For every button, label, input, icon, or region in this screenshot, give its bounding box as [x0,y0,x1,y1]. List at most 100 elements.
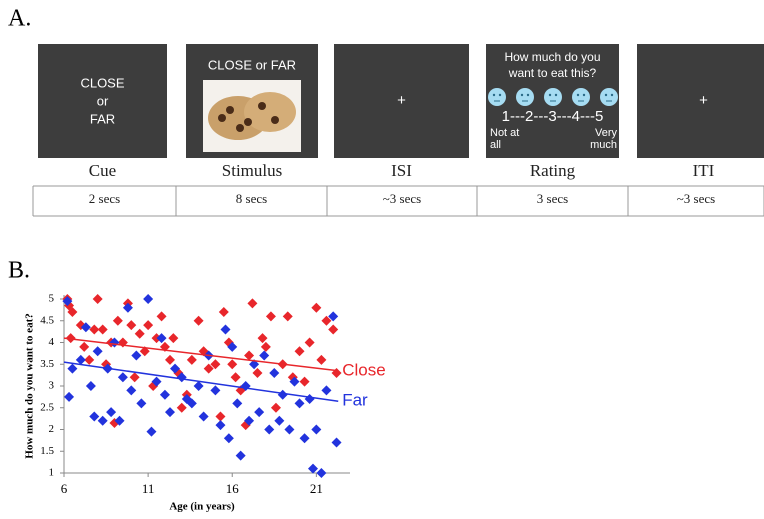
data-point [176,402,187,413]
screen-text: FAR [90,111,115,126]
data-point [235,450,246,461]
chocolate-chip [226,106,234,114]
data-point [232,398,243,409]
data-point [85,381,96,391]
data-point [198,411,209,422]
y-tick-label: 1 [49,467,55,479]
data-point [134,328,145,339]
y-tick-label: 2.5 [40,401,54,413]
smiley-eye [548,93,552,97]
screen-text: want to eat this? [508,66,597,80]
data-point [316,468,327,478]
data-point [126,320,137,331]
smiley [488,88,506,106]
data-point [218,307,229,318]
data-point [277,389,288,400]
data-point [168,333,179,344]
data-point [75,354,86,365]
x-tick-label: 21 [310,481,323,496]
data-point [186,398,197,409]
data-point [159,389,170,400]
data-point [97,324,108,335]
y-tick-label: 1.5 [40,445,54,457]
rating-anchor: Not at [490,127,519,139]
data-point [92,346,103,357]
data-point [328,311,339,322]
y-axis-label: How much do you want to eat? [24,313,36,458]
data-point [294,398,305,409]
panel-label: A. [8,6,31,32]
y-tick-label: 4.5 [40,314,54,326]
smiley-eye [498,93,502,97]
data-point [203,363,214,374]
x-tick-label: 6 [61,481,68,496]
data-point [156,333,167,344]
data-point [257,333,268,344]
screen [334,44,469,158]
step-name: ITI [693,161,715,180]
data-point [331,437,342,448]
smiley [572,88,590,106]
data-point [299,376,310,387]
smiley-eye [492,93,496,97]
data-point [151,333,162,344]
data-point [249,359,260,370]
smiley-eye [526,93,530,97]
data-point [136,398,147,409]
data-point [129,372,140,383]
step-name: ISI [391,161,412,180]
series-label: Close [342,360,385,379]
screen-text: + [397,92,406,109]
step-duration: ~3 secs [383,191,421,206]
data-point [64,391,75,402]
panel-label: B. [8,258,30,284]
data-point [223,433,234,444]
chocolate-chip [236,124,244,132]
smiley [516,88,534,106]
chocolate-chip [271,116,279,124]
data-point [260,341,271,352]
trend-line [63,337,339,372]
data-point [84,354,95,365]
data-point [321,315,332,326]
y-tick-label: 3 [49,380,55,392]
step-duration: 3 secs [537,191,568,206]
data-point [62,296,73,307]
rating-anchor: all [490,139,501,151]
data-point [143,320,154,331]
data-point [89,411,100,422]
data-point [307,463,318,474]
chocolate-chip [258,102,266,110]
data-point [112,315,123,326]
data-point [122,302,133,313]
screen-text: + [699,92,708,109]
data-point [193,381,204,391]
step-duration: 2 secs [89,191,120,206]
data-point [270,402,281,413]
screen [637,44,764,158]
chocolate-chip [244,118,252,126]
series-label: Far [342,391,368,410]
data-point [143,294,154,304]
data-point [156,311,167,322]
screen-text: CLOSE [80,75,124,90]
y-tick-label: 3.5 [40,358,54,370]
data-point [220,324,231,335]
x-axis-label: Age (in years) [169,501,235,513]
step-name: Stimulus [222,161,282,180]
cookie [244,92,296,132]
step-name: Rating [530,161,576,180]
data-point [316,354,327,365]
data-point [230,372,241,383]
data-point [164,407,175,418]
data-point [282,311,293,322]
chocolate-chip [218,114,226,122]
rating-anchor: Very [595,127,618,139]
data-point [215,411,226,422]
data-point [97,415,108,426]
data-point [289,376,300,387]
step-duration: ~3 secs [677,191,715,206]
data-point [186,354,197,365]
smiley [600,88,618,106]
